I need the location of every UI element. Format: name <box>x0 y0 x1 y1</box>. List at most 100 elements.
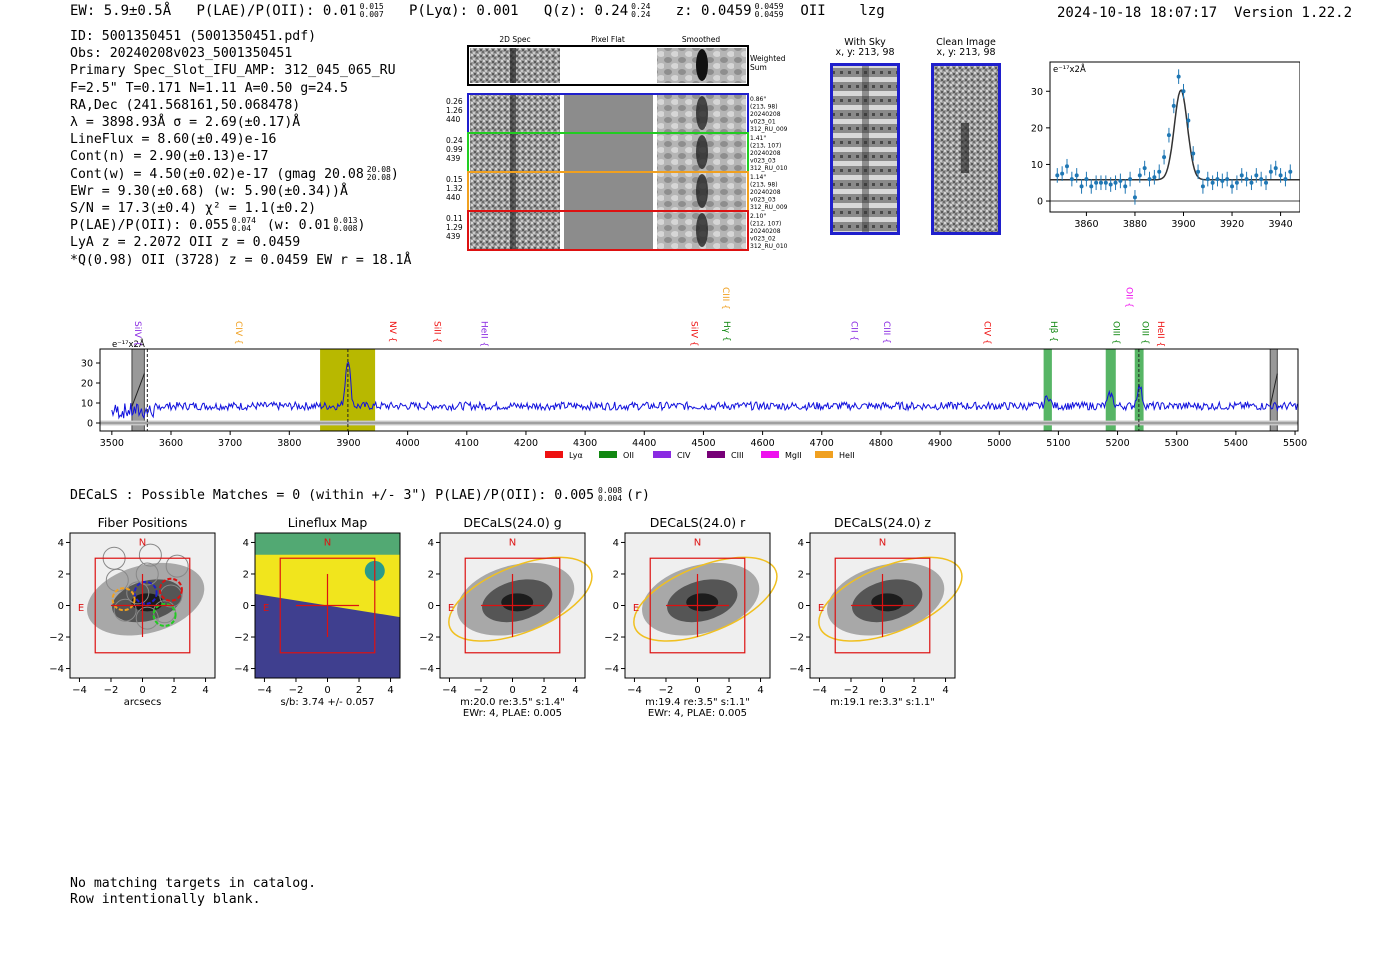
header-qz-hi: 0.24 <box>631 2 651 11</box>
catalog-footer: No matching targets in catalog. Row inte… <box>70 876 316 907</box>
info-plae: P(LAE)/P(OII): 0.055 0.074 0.04 (w: 0.01 0.… <box>70 216 366 234</box>
imaging-panel: Fiber Positions N E −4 −4 −2 −2 0 0 2 2 4 4 arcsecs <box>49 515 216 708</box>
fit-data-point <box>1205 177 1210 182</box>
cutout-right-text: 0.86" <box>750 96 766 103</box>
panel-x-tick-label: 4 <box>572 685 578 696</box>
spec-x-tick-label: 4200 <box>514 438 538 449</box>
with-sky-label: With Sky <box>844 37 886 48</box>
fiber-circle <box>138 543 162 567</box>
fit-data-point <box>1196 169 1201 174</box>
panel-caption: EWr: 4, PLAE: 0.005 <box>648 708 747 719</box>
panel-y-tick-label: 0 <box>798 601 804 612</box>
cutout-frame <box>467 210 749 251</box>
panel-search-box <box>279 557 376 654</box>
weighted-label: Weighted Sum <box>750 54 786 72</box>
info-params: F=2.5" T=0.171 N=1.11 A=0.50 g=24.5 <box>70 80 348 96</box>
fit-data-point <box>1239 173 1244 178</box>
panel-y-tick-label: −2 <box>234 633 249 644</box>
fit-data-point <box>1089 184 1094 189</box>
fit-data-point <box>1200 184 1205 189</box>
panel-y-tick-label: 2 <box>243 569 249 580</box>
weighted-label-2: Sum <box>750 63 767 72</box>
fit-data-point <box>1069 177 1074 182</box>
panel-x-tick-label: −4 <box>627 685 642 696</box>
cutout-flat <box>564 173 653 210</box>
spec-x-tick-label: 4800 <box>869 438 893 449</box>
spec-x-tick-label: 4400 <box>632 438 656 449</box>
fit-data-point <box>1118 178 1123 183</box>
cutout-smooth-line <box>696 96 708 130</box>
imaging-panel: DECaLS(24.0) z N E −4 −4 −2 −2 0 0 2 2 4 4 m:19.1 re:… <box>789 515 963 708</box>
cutout-flat <box>564 95 653 132</box>
fit-data-point <box>1142 166 1147 171</box>
spec-legend-swatch <box>815 451 833 458</box>
panel-x-tick-label: 4 <box>202 685 208 696</box>
spec-line-label: Hβ { <box>1048 321 1058 342</box>
spec-x-tick-label: 5400 <box>1224 438 1248 449</box>
spec-x-tick-label: 5000 <box>987 438 1011 449</box>
spec-line-label: HeII { <box>1155 321 1165 347</box>
spec-line-label-text: HeII { <box>479 321 489 347</box>
fit-y-tick-label: 30 <box>1031 87 1043 98</box>
clean-image-title: Clean Image x, y: 213, 98 <box>921 38 1011 58</box>
spec-masked-hatch <box>131 373 145 407</box>
spec-x-tick-label: 3600 <box>159 438 183 449</box>
fit-data-point <box>1288 169 1293 174</box>
fit-data-point <box>1176 74 1181 79</box>
spec-legend-label: CIV <box>677 451 691 460</box>
header-z-lo: 0.0459 <box>754 10 784 19</box>
fit-data-point <box>1210 180 1215 185</box>
fit-data-point <box>1273 166 1278 171</box>
panel-y-tick-label: −4 <box>604 664 619 675</box>
fiber-circle <box>113 598 137 622</box>
imaging-panel: Lineflux Map N E −4 −4 −2 −2 0 0 2 2 4 4 s/b: 3.74 +/… <box>234 515 401 708</box>
panel-north-label: N <box>139 538 146 549</box>
fiber-circle-highlight <box>158 577 183 602</box>
fit-data-point <box>1123 184 1128 189</box>
panel-title: DECaLS(24.0) z <box>834 515 931 530</box>
spec-line-band <box>1105 349 1116 431</box>
imaging-panel: DECaLS(24.0) g N E −4 −4 −2 −2 0 0 2 2 4 4 m:20.0 re:… <box>419 515 593 719</box>
weighted-sum-row <box>467 45 749 86</box>
spec-legend-swatch <box>761 451 779 458</box>
panel-y-tick-label: 2 <box>58 569 64 580</box>
fit-data-point <box>1181 89 1186 94</box>
fit-data-point <box>1094 180 1099 185</box>
header-plae: P(LAE)/P(OII): 0.01 <box>196 3 357 19</box>
cutout-right-text: 20240208 <box>750 111 781 118</box>
panel-y-tick-label: 4 <box>428 538 434 549</box>
cutout-left-text: 1.26 <box>446 106 463 115</box>
header-ew: EW: 5.9±0.5Å <box>70 3 172 19</box>
fit-x-tick-label: 3900 <box>1171 219 1195 230</box>
panel-y-tick-label: 0 <box>58 601 64 612</box>
spec-x-tick-label: 4100 <box>455 438 479 449</box>
info-lambda: λ = 3898.93Å σ = 2.69(±0.17)Å <box>70 115 301 131</box>
spec-x-tick-label: 3500 <box>100 438 124 449</box>
cutout-right-text: 2.10" <box>750 213 766 220</box>
spec-x-tick-label: 5200 <box>1105 438 1129 449</box>
panel-x-tick-label: 0 <box>879 685 885 696</box>
fit-data-point <box>1137 173 1142 178</box>
fit-y-tick-label: 0 <box>1037 197 1043 208</box>
spec-line-label-text: CIV { <box>981 321 991 345</box>
panel-east-label: E <box>633 603 639 614</box>
panel-search-box <box>464 557 561 654</box>
cutout-flat <box>564 212 653 249</box>
panel-east-label: E <box>78 603 84 614</box>
cutout-left-text: 0.99 <box>446 145 463 154</box>
fit-data-point <box>1220 178 1225 183</box>
spec-x-tick-label: 5100 <box>1046 438 1070 449</box>
panel-search-box <box>649 557 746 654</box>
spec-line-label: CIV { <box>233 321 243 345</box>
fit-data-point <box>1244 177 1249 182</box>
spec-x-tick-label: 5300 <box>1165 438 1189 449</box>
spec-line-label: HeII { <box>479 321 489 347</box>
footer-line-2: Row intentionally blank. <box>70 891 261 907</box>
header-plya: P(Lyα): 0.001 <box>409 3 519 19</box>
header-tag: lzg <box>859 3 885 19</box>
spec-x-tick-label: 4000 <box>396 438 420 449</box>
spec-x-tick-label: 3900 <box>336 438 360 449</box>
panel-aperture-ellipse <box>633 556 778 642</box>
fiber-circle <box>135 606 159 630</box>
clean-image-xy: x, y: 213, 98 <box>936 47 996 58</box>
